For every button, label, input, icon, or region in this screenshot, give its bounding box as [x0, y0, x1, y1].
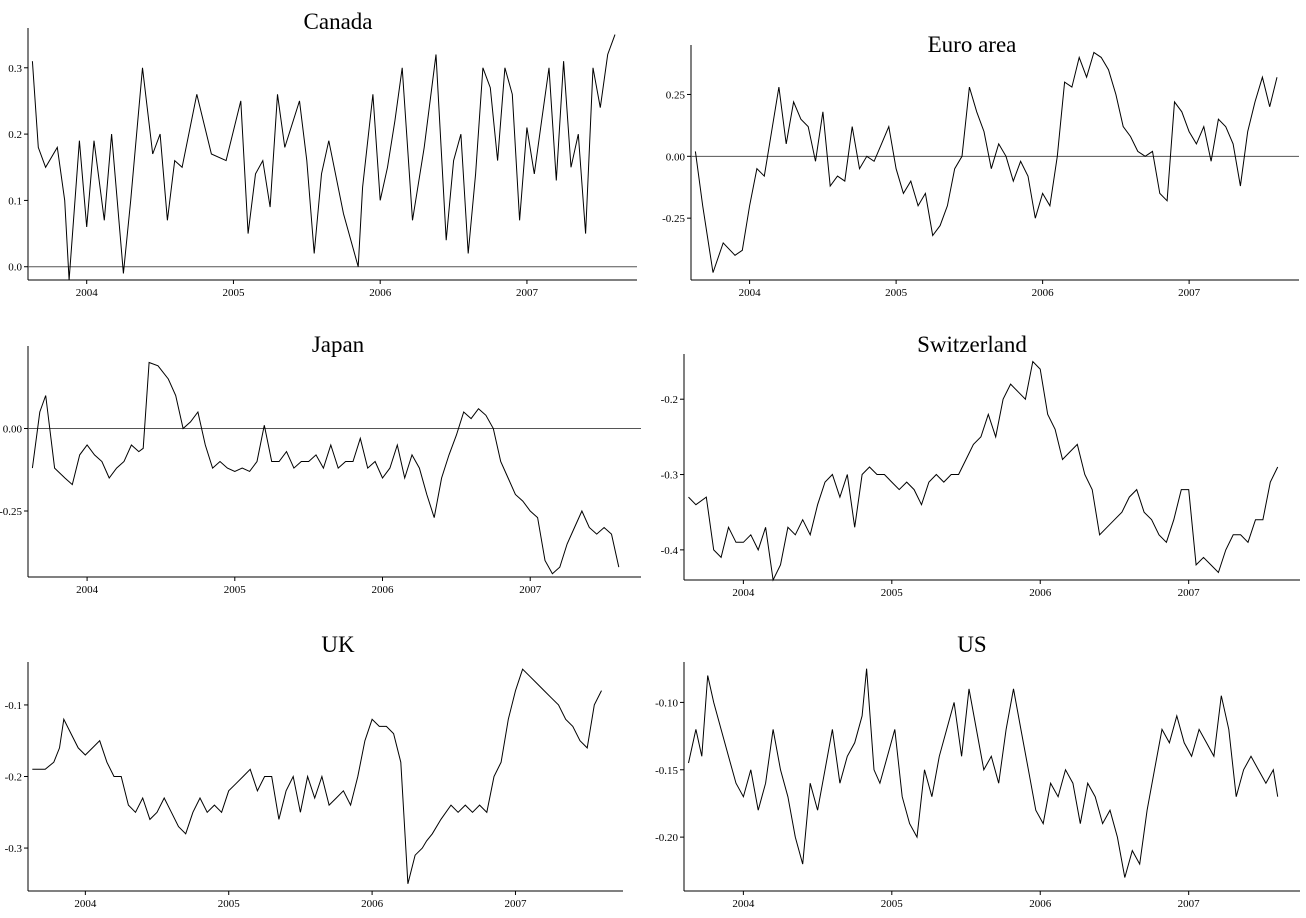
x-tick-label: 2005 [224, 584, 247, 596]
y-tick-label: -0.2 [5, 772, 22, 784]
y-tick-label: 0.3 [8, 63, 22, 75]
series-line [31, 34, 616, 281]
chart-panel: US -0.20 -0.15 -0.10 2004 2005 2006 2007 [655, 632, 1300, 910]
chart-title: US [957, 632, 986, 657]
x-tick-label: 2006 [369, 287, 392, 299]
x-tick-label: 2005 [881, 898, 904, 910]
x-tick-label: 2004 [732, 587, 755, 599]
chart-title: UK [321, 632, 355, 657]
x-tick-label: 2004 [76, 287, 99, 299]
x-tick-label: 2007 [519, 584, 542, 596]
x-tick-label: 2005 [218, 898, 241, 910]
series-line [688, 360, 1279, 582]
y-tick-label: 0.0 [8, 262, 22, 274]
x-tick-label: 2006 [361, 898, 384, 910]
y-tick-label: 0.2 [8, 129, 22, 141]
x-tick-label: 2006 [1029, 587, 1052, 599]
y-tick-label: 0.25 [666, 89, 686, 101]
y-tick-label: 0.1 [8, 195, 22, 207]
series-line [694, 51, 1278, 273]
x-tick-label: 2007 [504, 898, 527, 910]
series-line [688, 668, 1279, 878]
x-tick-label: 2007 [516, 287, 539, 299]
y-tick-label: 0.00 [3, 424, 23, 436]
chart-title: Japan [312, 332, 365, 357]
y-tick-label: 0.00 [666, 151, 686, 163]
chart-title: Euro area [928, 32, 1017, 57]
y-tick-label: -0.20 [655, 832, 678, 844]
y-tick-label: -0.3 [5, 843, 23, 855]
y-tick-label: -0.4 [661, 545, 679, 557]
chart-panel: Japan -0.25 0.00 2004 2005 2006 2007 [0, 332, 641, 596]
y-tick-label: -0.25 [0, 506, 22, 518]
y-tick-label: -0.2 [661, 394, 678, 406]
x-tick-label: 2004 [732, 898, 755, 910]
chart-title: Canada [304, 9, 373, 34]
chart-panel: Canada 0.0 0.1 0.2 0.3 2004 2005 2006 2007 [8, 9, 637, 299]
x-tick-label: 2006 [1032, 287, 1055, 299]
x-tick-label: 2004 [74, 898, 97, 910]
x-tick-label: 2004 [76, 584, 99, 596]
x-tick-label: 2005 [885, 287, 908, 299]
x-tick-label: 2005 [222, 287, 245, 299]
chart-panel: Switzerland -0.4 -0.3 -0.2 2004 2005 2006 2007 [661, 332, 1300, 599]
x-tick-label: 2007 [1178, 898, 1201, 910]
y-tick-label: -0.10 [655, 697, 678, 709]
chart-title: Switzerland [917, 332, 1027, 357]
y-tick-label: -0.3 [661, 470, 679, 482]
series-line [31, 361, 620, 575]
series-line [32, 668, 602, 884]
x-tick-label: 2007 [1178, 587, 1201, 599]
x-tick-label: 2005 [881, 587, 904, 599]
x-tick-label: 2006 [1029, 898, 1052, 910]
x-tick-label: 2006 [372, 584, 395, 596]
chart-panel: Euro area -0.25 0.00 0.25 2004 2005 2006 2007 [662, 32, 1299, 299]
chart-panel: UK -0.3 -0.2 -0.1 2004 2005 2006 2007 [5, 632, 623, 910]
y-tick-label: -0.15 [655, 765, 678, 777]
x-tick-label: 2007 [1178, 287, 1201, 299]
x-tick-label: 2004 [739, 287, 762, 299]
y-tick-label: -0.1 [5, 700, 22, 712]
y-tick-label: -0.25 [662, 213, 685, 225]
